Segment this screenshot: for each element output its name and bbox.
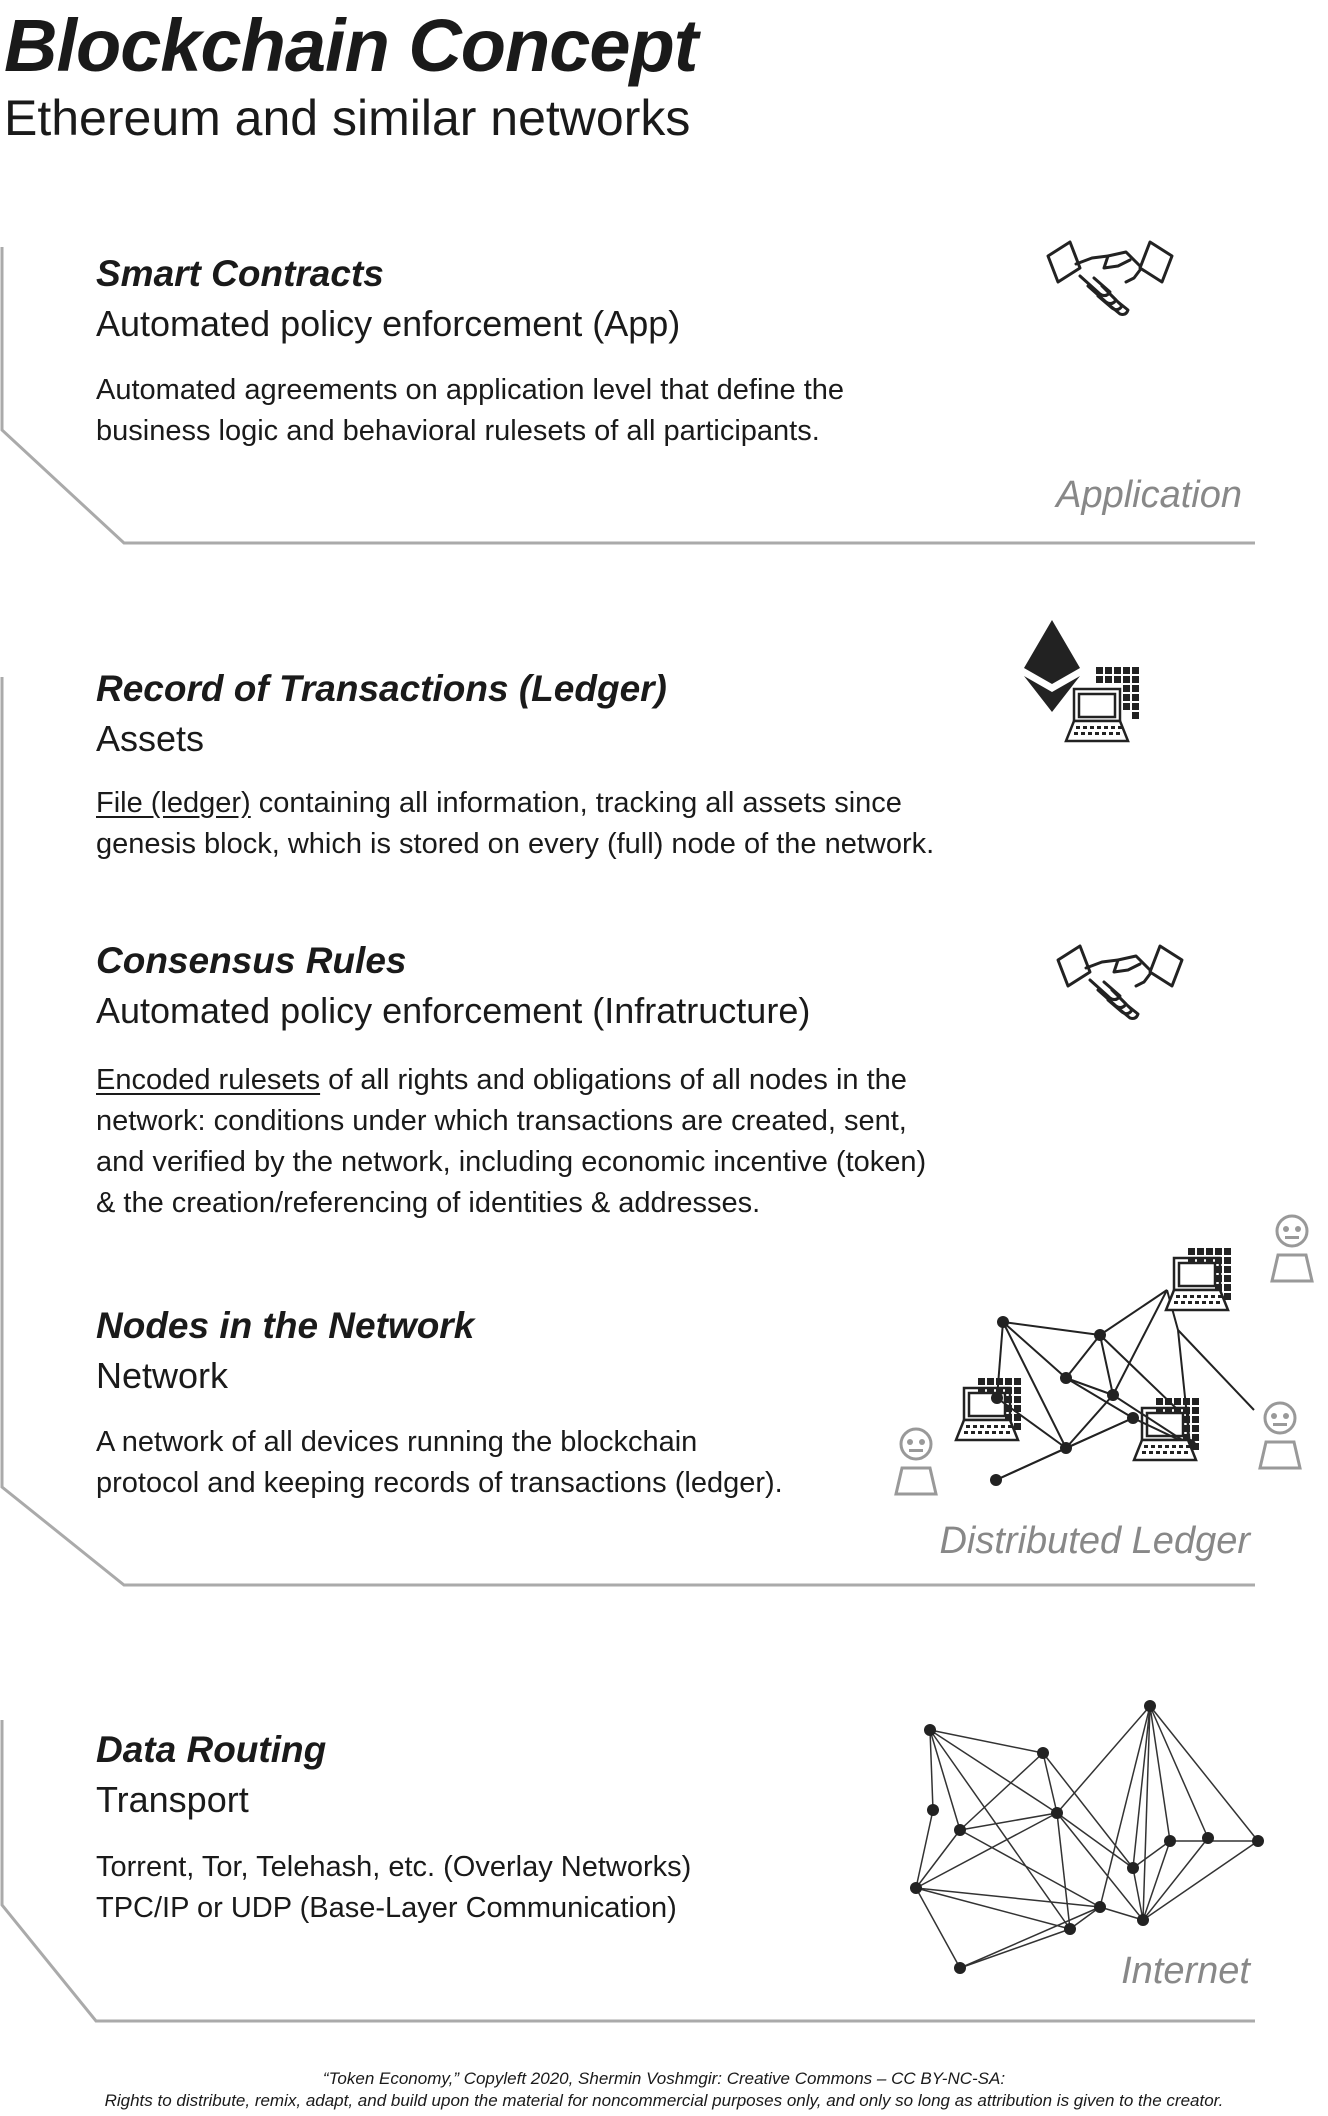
footer-license: Rights to distribute, remix, adapt, and …	[104, 2091, 1224, 2110]
person-icon	[1270, 1214, 1314, 1283]
ethereum-logo-icon	[1024, 620, 1080, 712]
section-body-nodes: A network of all devices running the blo…	[96, 1426, 783, 1499]
section-title-nodes: Nodes in the Network	[96, 1305, 475, 1346]
section-subtitle-consensus-rules: Automated policy enforcement (Infratruct…	[96, 990, 811, 1031]
person-icon	[1258, 1401, 1302, 1470]
page-subtitle: Ethereum and similar networks	[4, 90, 691, 146]
person-icon	[894, 1427, 938, 1496]
internet-mesh-icon	[910, 1700, 1264, 1974]
application-bracket	[0, 247, 1255, 545]
ledger-node-icon	[956, 1378, 1021, 1440]
section-body-ledger: File (ledger) containing all information…	[96, 787, 935, 860]
ethereum-ledger-icon	[1024, 620, 1139, 743]
section-subtitle-smart-contracts: Automated policy enforcement (App)	[96, 303, 681, 344]
footer-credit: “Token Economy,” Copyleft 2020, Shermin …	[322, 2069, 1006, 2088]
handshake-icon	[1056, 944, 1184, 1020]
section-body-consensus-rules: Encoded rulesets of all rights and oblig…	[96, 1064, 927, 1219]
handshake-icon	[1046, 240, 1174, 316]
page-title: Blockchain Concept	[4, 4, 698, 87]
section-subtitle-ledger: Assets	[96, 718, 205, 759]
section-title-consensus-rules: Consensus Rules	[96, 940, 407, 981]
distributed-ledger-bracket	[0, 677, 1255, 1587]
section-body-smart-contracts: Automated agreements on application leve…	[96, 374, 845, 447]
section-title-ledger: Record of Transactions (Ledger)	[96, 668, 667, 709]
ledger-node-icon	[1166, 1248, 1231, 1310]
encoded-rulesets-link: Encoded rulesets	[96, 1064, 321, 1096]
node-network-icon	[894, 1214, 1314, 1496]
layer-label-application: Application	[1056, 474, 1242, 516]
section-body-data-routing: Torrent, Tor, Telehash, etc. (Overlay Ne…	[96, 1851, 692, 1924]
internet-bracket	[0, 1720, 1255, 2023]
section-subtitle-data-routing: Transport	[96, 1779, 249, 1820]
layer-label-internet: Internet	[1121, 1950, 1250, 1992]
section-title-data-routing: Data Routing	[96, 1729, 327, 1770]
ledger-link: File (ledger)	[96, 787, 251, 819]
section-title-smart-contracts: Smart Contracts	[96, 253, 384, 294]
layer-label-distributed-ledger: Distributed Ledger	[939, 1520, 1250, 1562]
section-subtitle-nodes: Network	[96, 1355, 229, 1396]
